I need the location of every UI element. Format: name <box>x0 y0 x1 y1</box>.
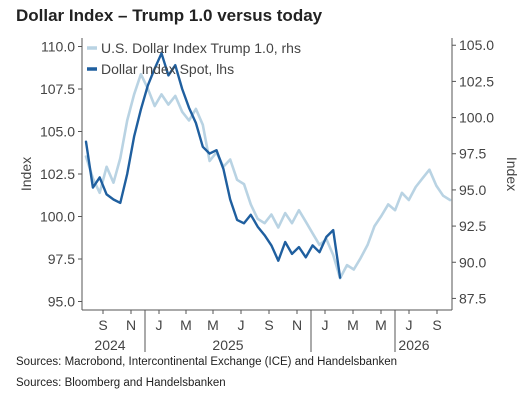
right-tick-label: 95.0 <box>459 182 486 198</box>
x-tick-label: N <box>292 317 302 333</box>
chart-axes: 110.0 107.5 105.0 102.5 100.0 97.5 95.0 105.0 10… <box>18 37 520 353</box>
right-tick-label: 105.0 <box>459 37 494 53</box>
left-tick-label: 107.5 <box>40 81 75 97</box>
chart-title: Dollar Index – Trump 1.0 versus today <box>16 6 323 25</box>
source-note-2: Sources: Bloomberg and Handelsbanken <box>16 377 226 389</box>
legend-label: U.S. Dollar Index Trump 1.0, rhs <box>101 40 301 56</box>
right-tick-label: 90.0 <box>459 254 486 270</box>
year-label: 2025 <box>212 337 243 353</box>
x-tick-label: J <box>156 317 163 333</box>
x-tick-label: S <box>98 317 107 333</box>
right-tick-label: 100.0 <box>459 110 494 126</box>
chart-series <box>84 52 452 280</box>
x-tick-label: J <box>322 317 329 333</box>
x-tick-label: M <box>180 317 192 333</box>
x-tick-label: M <box>347 317 359 333</box>
left-axis-title: Index <box>18 157 34 191</box>
x-tick-label: M <box>207 317 219 333</box>
source-note-1: Sources: Macrobond, Intercontinental Exc… <box>16 356 398 368</box>
right-tick-label: 87.5 <box>459 290 486 306</box>
left-tick-label: 105.0 <box>40 124 75 140</box>
x-tick-label: J <box>238 317 245 333</box>
left-tick-label: 102.5 <box>40 166 75 182</box>
right-tick-label: 97.5 <box>459 146 486 162</box>
right-tick-label: 92.5 <box>459 218 486 234</box>
chart-legend: U.S. Dollar Index Trump 1.0, rhs Dollar I… <box>87 40 301 77</box>
right-axis-title: Index <box>504 157 520 191</box>
left-tick-label: 95.0 <box>48 294 75 310</box>
left-tick-label: 110.0 <box>41 39 75 55</box>
year-label: 2024 <box>94 337 125 353</box>
x-tick-label: N <box>126 317 136 333</box>
left-tick-label: 100.0 <box>40 209 75 225</box>
series-line-trump1 <box>84 72 452 280</box>
series-line-dxy-spot <box>84 52 342 279</box>
legend-label: Dollar Index Spot, lhs <box>101 61 234 77</box>
left-tick-label: 97.5 <box>48 251 75 267</box>
year-label: 2026 <box>398 337 429 353</box>
x-tick-label: M <box>375 317 387 333</box>
right-tick-label: 102.5 <box>459 73 494 89</box>
x-tick-label: J <box>406 317 413 333</box>
x-tick-label: S <box>432 317 441 333</box>
x-tick-label: S <box>264 317 273 333</box>
